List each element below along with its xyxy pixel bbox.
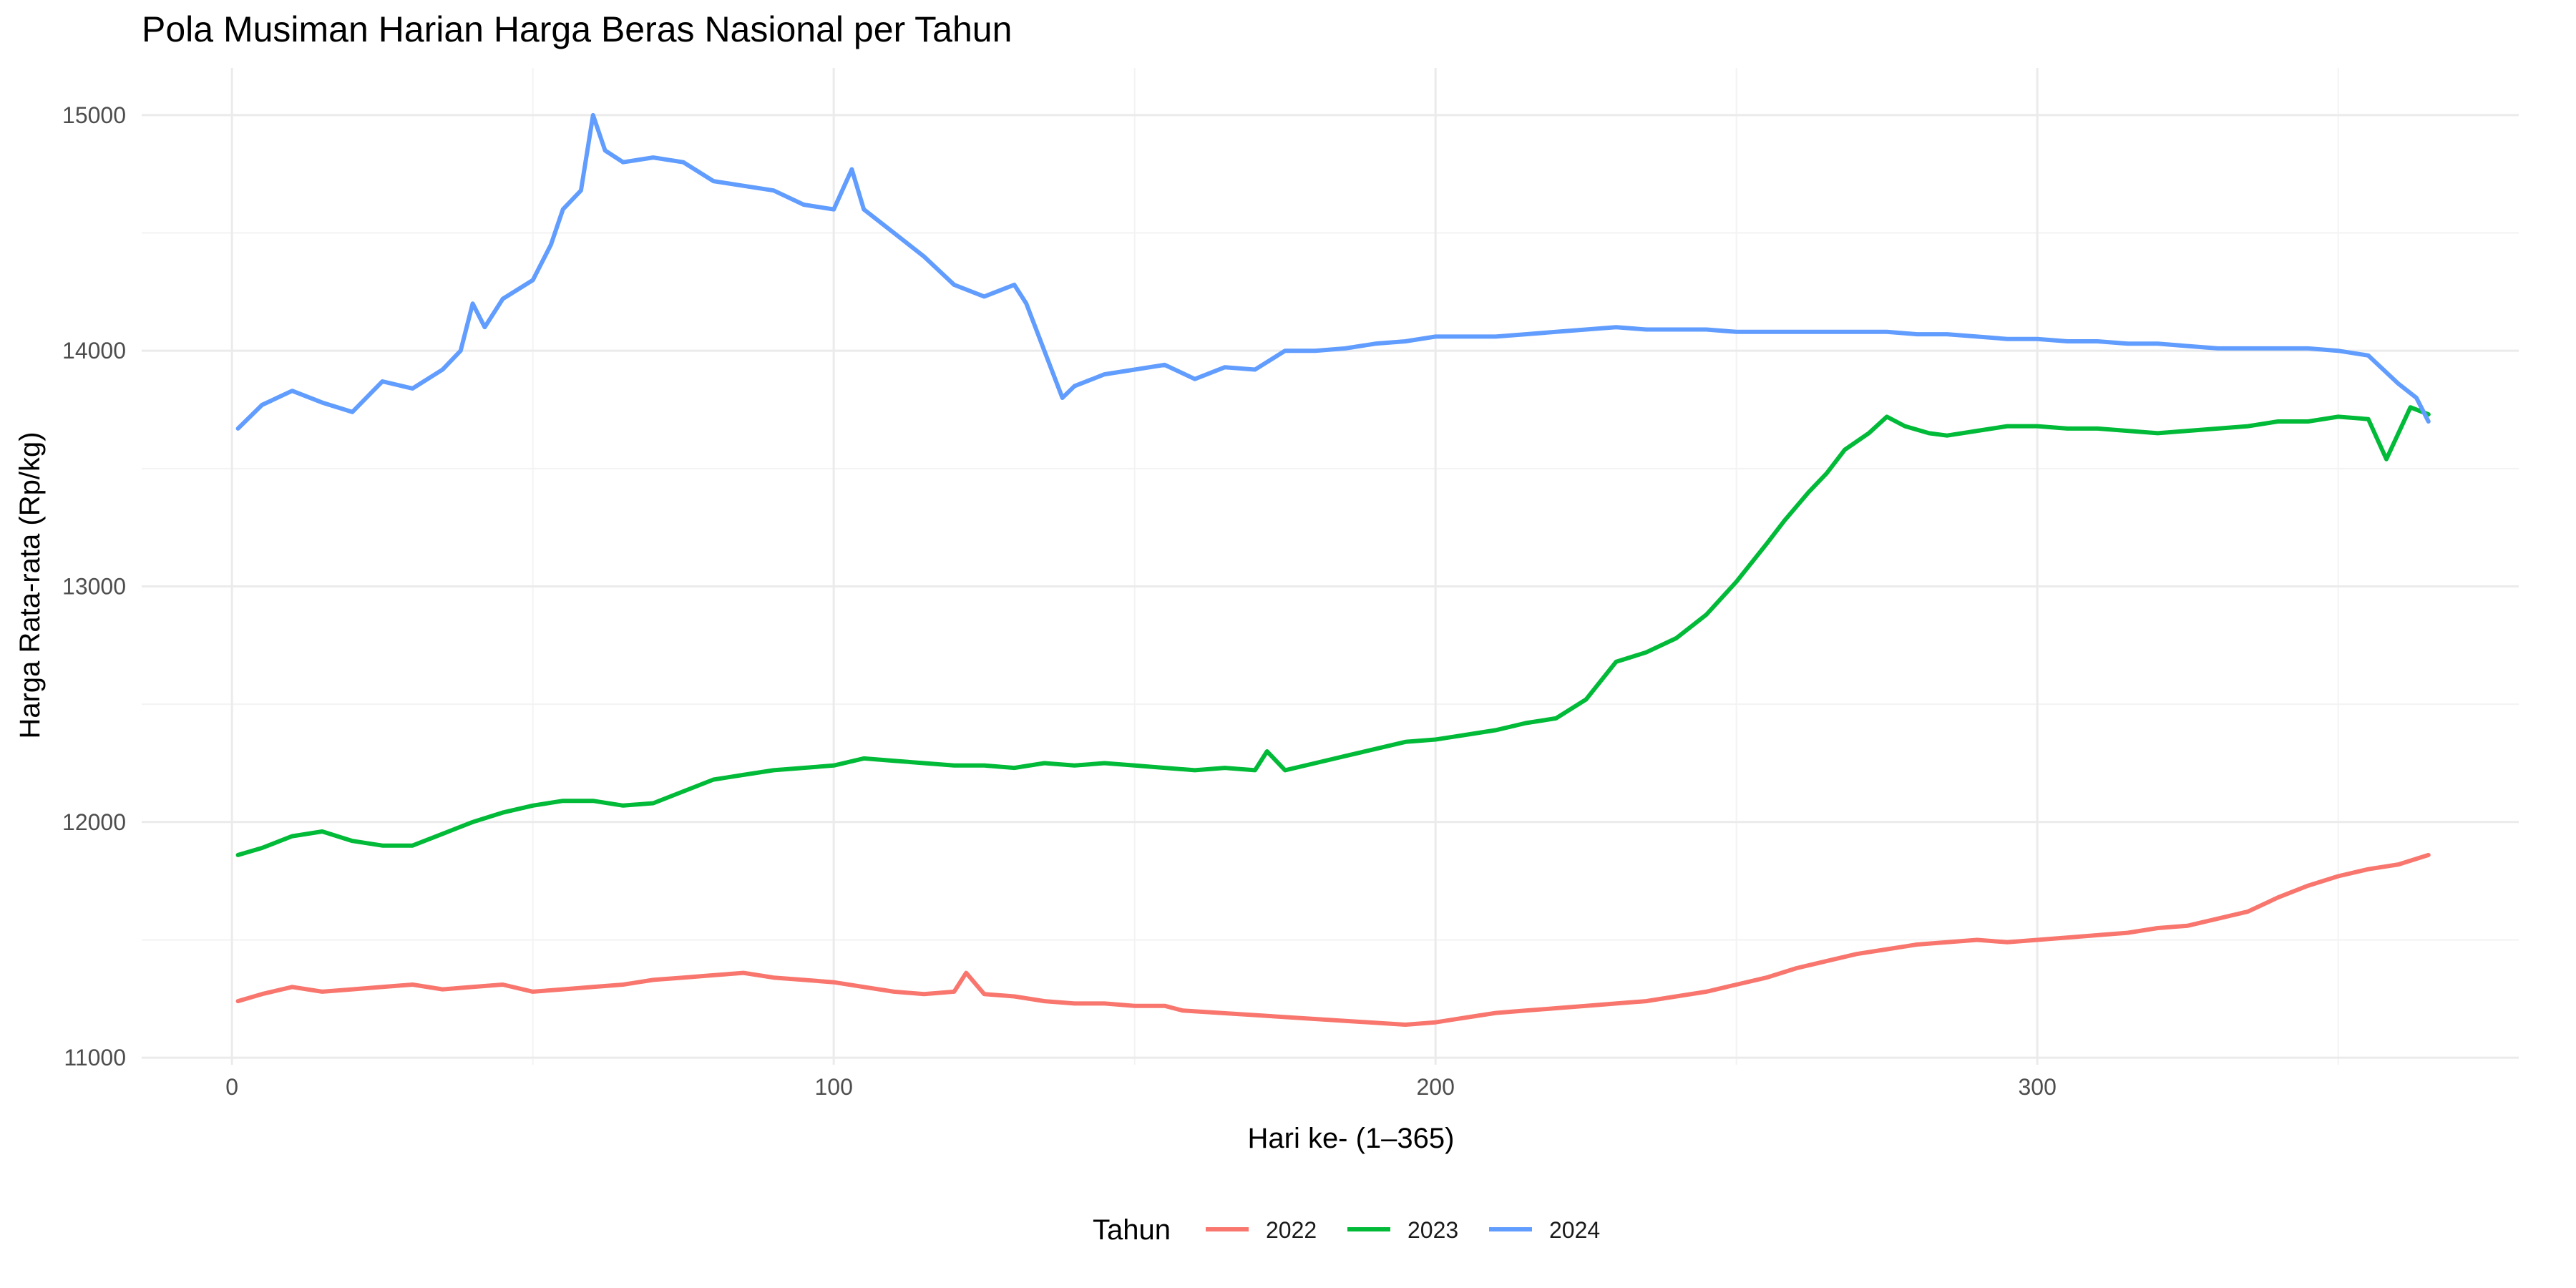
y-tick-label: 12000	[62, 809, 126, 835]
x-tick-label: 0	[225, 1074, 238, 1100]
y-tick-label: 15000	[62, 102, 126, 128]
y-tick-label: 14000	[62, 338, 126, 364]
y-axis-title: Harga Rata-rata (Rp/kg)	[14, 431, 46, 738]
series-lines	[235, 112, 2431, 1027]
x-tick-label: 300	[2018, 1074, 2056, 1100]
series-line-2022	[235, 852, 2431, 1027]
y-axis-tick-labels: 11000 12000 13000 14000 15000	[62, 102, 126, 1070]
legend: Tahun 2022 2023 2024	[1093, 1214, 1600, 1246]
chart-title: Pola Musiman Harian Harga Beras Nasional…	[142, 9, 1012, 49]
legend-label-2023: 2023	[1407, 1217, 1458, 1243]
x-tick-label: 200	[1416, 1074, 1454, 1100]
minor-gridlines	[142, 68, 2519, 1065]
series-line-2024	[235, 112, 2431, 431]
x-axis-tick-labels: 0 100 200 300	[225, 1074, 2057, 1100]
series-line-2023	[235, 405, 2431, 857]
legend-title: Tahun	[1093, 1214, 1171, 1246]
legend-label-2024: 2024	[1549, 1217, 1600, 1243]
x-axis-title: Hari ke- (1–365)	[1247, 1123, 1454, 1154]
y-tick-label: 11000	[64, 1045, 126, 1070]
major-gridlines	[142, 68, 2519, 1065]
y-tick-label: 13000	[62, 573, 126, 599]
x-tick-label: 100	[814, 1074, 852, 1100]
legend-label-2022: 2022	[1266, 1217, 1317, 1243]
